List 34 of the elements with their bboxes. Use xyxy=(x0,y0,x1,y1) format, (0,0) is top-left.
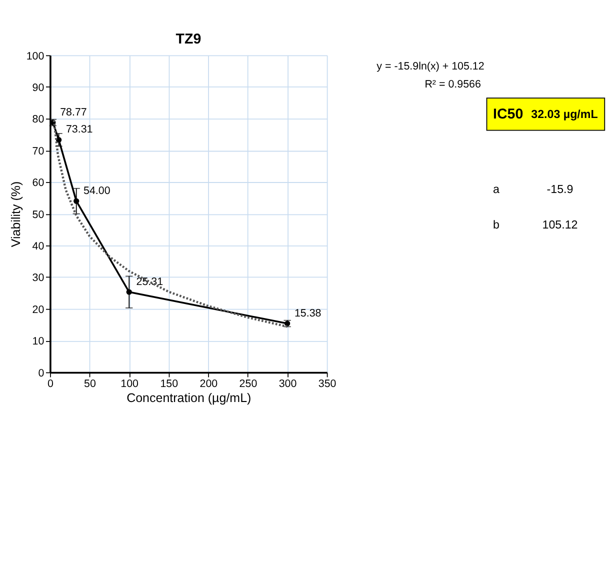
y-tick-label: 50 xyxy=(32,208,44,221)
x-tick-label: 250 xyxy=(239,378,258,390)
x-tick-label: 50 xyxy=(84,378,96,390)
text: a xyxy=(493,182,500,196)
x-tick-label: 200 xyxy=(200,378,218,390)
x-tick-label: 350 xyxy=(318,378,336,390)
text: -15.9 xyxy=(546,182,574,196)
text: R² = 0.9566 xyxy=(424,78,481,90)
y-tick-label: 90 xyxy=(32,82,44,94)
text: b xyxy=(493,218,500,232)
data-label: 73.31 xyxy=(66,124,93,136)
x-axis-title: Concentration (µg/mL) xyxy=(126,391,252,406)
y-tick-label: 20 xyxy=(32,304,44,316)
y-tick-label: 30 xyxy=(32,272,44,284)
text: IC50 xyxy=(493,106,524,123)
text: y = -15.9ln(x) + 105.12 xyxy=(376,60,484,73)
y-tick-label: 80 xyxy=(32,114,44,126)
y-tick-label: 10 xyxy=(32,336,44,348)
text: 32.03 µg/mL xyxy=(531,108,598,121)
y-tick-label: 100 xyxy=(26,50,44,62)
x-tick-label: 150 xyxy=(160,378,178,390)
x-tick-label: 300 xyxy=(278,378,297,390)
y-axis-title: Viability (%) xyxy=(9,181,24,248)
y-tick-label: 0 xyxy=(38,367,44,380)
x-tick-label: 0 xyxy=(47,378,54,390)
y-tick-label: 40 xyxy=(32,240,44,252)
y-tick-label: 70 xyxy=(32,145,44,158)
data-label: 54.00 xyxy=(84,184,110,197)
y-tick-label: 60 xyxy=(32,177,44,190)
chart-title: TZ9 xyxy=(176,32,202,48)
data-label: 15.38 xyxy=(294,307,322,320)
x-tick-label: 100 xyxy=(120,378,139,390)
text: 105.12 xyxy=(542,218,578,232)
data-label: 78.77 xyxy=(60,106,87,118)
